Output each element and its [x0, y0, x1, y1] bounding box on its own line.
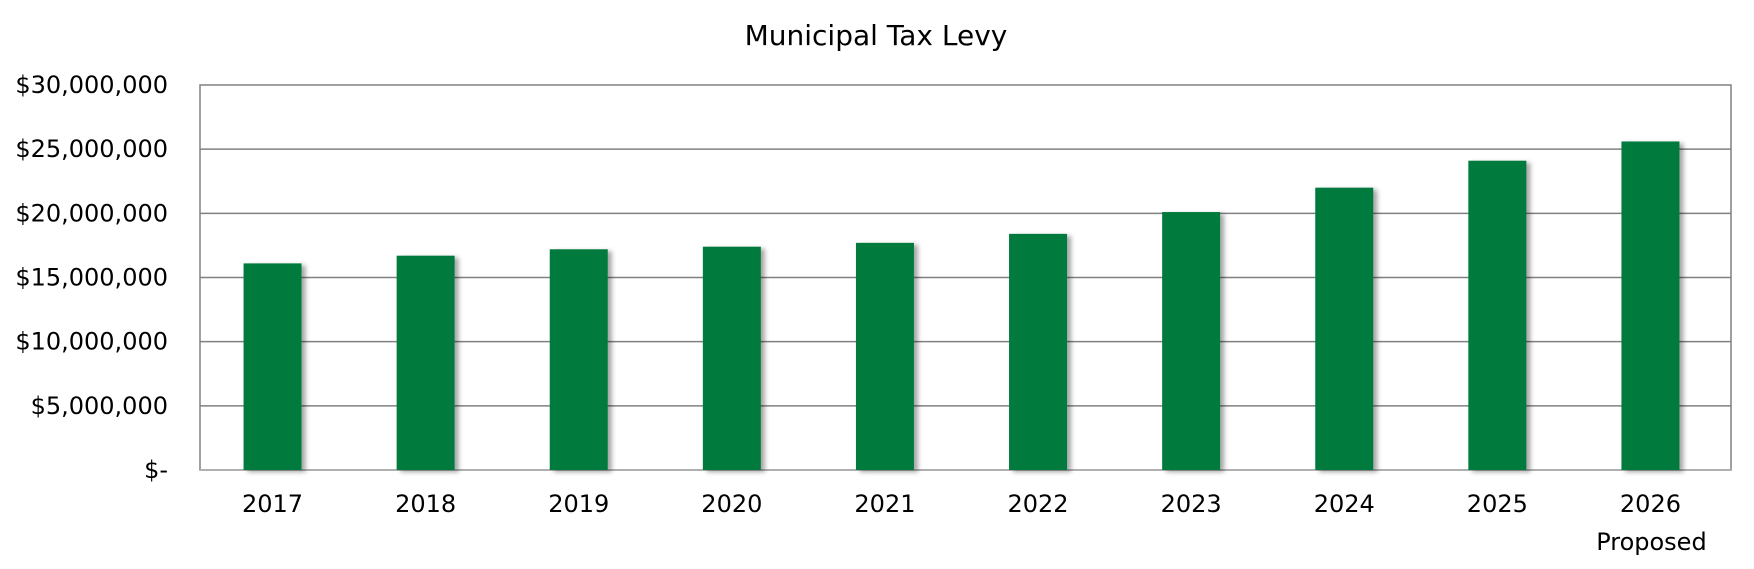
- bar: [1009, 233, 1068, 470]
- y-tick-label: $5,000,000: [31, 392, 168, 420]
- x-tick-sublabel: Proposed: [1596, 528, 1707, 556]
- bar: [243, 263, 302, 470]
- x-axis-tick-labels: 2017 2018 2019 2020 2021 2022 2023 2024 2025 2026…: [242, 490, 1707, 556]
- x-tick-label: 2018: [395, 490, 456, 518]
- chart-title: Municipal Tax Levy: [745, 19, 1008, 52]
- bar: [855, 242, 914, 470]
- y-axis-tick-labels: $- $5,000,000 $10,000,000 $15,000,000 $20,00…: [15, 71, 168, 484]
- y-tick-label: $20,000,000: [15, 199, 168, 227]
- y-tick-label: $25,000,000: [15, 135, 168, 163]
- y-tick-label: $30,000,000: [15, 71, 168, 99]
- x-tick-label: 2024: [1314, 490, 1375, 518]
- x-tick-label: 2023: [1161, 490, 1222, 518]
- bar: [396, 255, 455, 470]
- x-tick-label: 2020: [701, 490, 762, 518]
- bar: [1621, 141, 1680, 470]
- y-tick-label: $15,000,000: [15, 264, 168, 292]
- bar: [1162, 212, 1221, 471]
- x-tick-label: 2019: [548, 490, 609, 518]
- bar: [1315, 187, 1374, 470]
- y-tick-label: $-: [144, 456, 168, 484]
- bars: [243, 141, 1680, 471]
- x-tick-label: 2017: [242, 490, 303, 518]
- bar: [1468, 160, 1527, 470]
- bar: [549, 249, 608, 470]
- x-tick-label: 2021: [854, 490, 915, 518]
- x-tick-label: 2026: [1620, 490, 1681, 518]
- y-tick-label: $10,000,000: [15, 328, 168, 356]
- x-tick-label: 2022: [1008, 490, 1069, 518]
- bar: [702, 246, 761, 470]
- x-tick-label: 2025: [1467, 490, 1528, 518]
